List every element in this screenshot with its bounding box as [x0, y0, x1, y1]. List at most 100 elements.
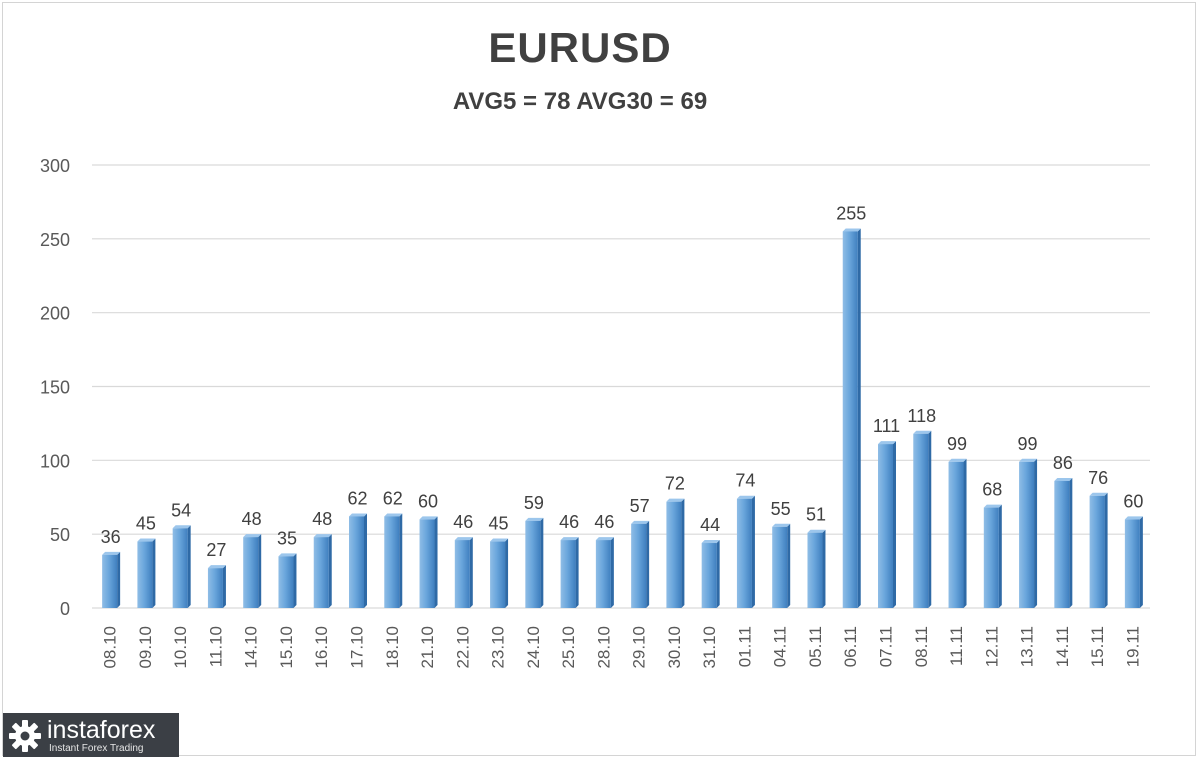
bar-top: [948, 458, 967, 462]
bar-side: [1034, 458, 1038, 608]
bar-side: [1104, 492, 1108, 608]
bar-top: [243, 534, 262, 538]
bar: [666, 498, 685, 608]
bar-side: [575, 537, 579, 608]
bar-face: [1019, 461, 1035, 608]
bar: [137, 538, 156, 608]
bar: [1019, 458, 1038, 608]
data-label: 86: [1053, 453, 1073, 473]
bar: [807, 529, 826, 608]
bar-top: [1089, 492, 1108, 496]
bar-top: [137, 538, 156, 542]
data-label: 99: [947, 434, 967, 454]
x-tick-label: 06.11: [841, 626, 860, 667]
data-label: 111: [873, 416, 900, 436]
data-label: 55: [771, 499, 791, 519]
data-label: 46: [453, 512, 473, 532]
bar-top: [1124, 516, 1143, 520]
bar-side: [681, 498, 685, 608]
x-tick-label: 17.10: [348, 626, 367, 669]
x-tick-label: 10.10: [171, 626, 190, 669]
y-tick-label: 250: [40, 230, 70, 250]
bar-side: [822, 529, 826, 608]
bar-top: [384, 513, 403, 517]
chart-title: EURUSD: [488, 24, 672, 71]
x-tick-label: 15.11: [1088, 626, 1107, 667]
bar-side: [469, 537, 473, 608]
bar-top: [701, 540, 720, 544]
data-label: 27: [206, 540, 226, 560]
data-label: 45: [136, 514, 156, 534]
bar: [278, 553, 297, 608]
bar-face: [772, 526, 788, 608]
bar-top: [490, 538, 509, 542]
x-tick-label: 14.11: [1053, 626, 1072, 667]
bar: [701, 540, 720, 608]
bar-side: [364, 513, 367, 608]
data-label: 74: [735, 471, 755, 491]
bar-face: [525, 520, 541, 608]
bar: [878, 441, 896, 608]
data-label: 45: [489, 514, 509, 534]
bar-side: [434, 516, 438, 608]
bar-face: [278, 556, 294, 608]
bar-face: [736, 498, 752, 608]
bar-top: [207, 565, 226, 569]
data-label: 99: [1018, 434, 1038, 454]
x-tick-label: 29.10: [630, 626, 649, 669]
data-label: 68: [982, 480, 1002, 500]
bar-face: [807, 532, 823, 608]
bar-top: [1019, 458, 1038, 462]
bar-face: [1054, 481, 1070, 608]
data-label: 62: [347, 488, 367, 508]
bar-side: [787, 523, 791, 608]
bar-side: [293, 553, 297, 608]
bar-face: [666, 501, 682, 608]
bar-side: [399, 513, 403, 608]
bar-face: [384, 516, 400, 608]
bar-top: [525, 517, 544, 521]
bar-top: [595, 537, 614, 541]
data-labels: 36 45 54 27 48 35 48 62 62 60 46 45 59 46 46 57 72 44 74 55…: [101, 203, 1144, 560]
x-tick-label: 21.10: [418, 626, 437, 669]
x-tick-label: 16.10: [312, 626, 331, 669]
x-tick-label: 07.11: [877, 626, 896, 667]
bar-face: [701, 543, 717, 608]
data-label: 62: [383, 488, 403, 508]
x-tick-label: 31.10: [700, 626, 719, 669]
bar: [595, 537, 614, 608]
bar: [1089, 492, 1108, 608]
y-tick-label: 50: [50, 525, 70, 545]
data-label: 72: [665, 474, 685, 494]
bar-top: [878, 441, 896, 445]
bar-top: [842, 228, 861, 232]
bar-top: [349, 513, 367, 517]
bar-face: [878, 444, 893, 608]
bar-top: [454, 537, 473, 541]
y-axis-ticks: 0 50 100 150 200 250 300: [40, 156, 70, 619]
bar: [454, 537, 473, 608]
gridlines: [92, 164, 1150, 609]
bar: [207, 565, 226, 608]
bar: [349, 513, 367, 608]
bar-face: [560, 540, 576, 608]
bar-top: [313, 534, 332, 538]
bar-top: [631, 520, 650, 524]
data-label: 35: [277, 528, 297, 548]
bar: [631, 520, 650, 608]
bar-face: [172, 528, 188, 608]
bar-face: [349, 516, 364, 608]
bar-face: [243, 537, 259, 608]
x-tick-label: 22.10: [453, 626, 472, 669]
bar-side: [716, 540, 720, 608]
bar: [419, 516, 438, 608]
bar: [490, 538, 509, 608]
bar: [913, 430, 932, 608]
x-tick-label: 08.10: [101, 626, 120, 669]
bar-face: [1089, 495, 1105, 608]
data-label: 54: [171, 500, 191, 520]
bar-side: [857, 228, 861, 608]
bar: [948, 458, 967, 608]
bar-side: [998, 504, 1002, 608]
